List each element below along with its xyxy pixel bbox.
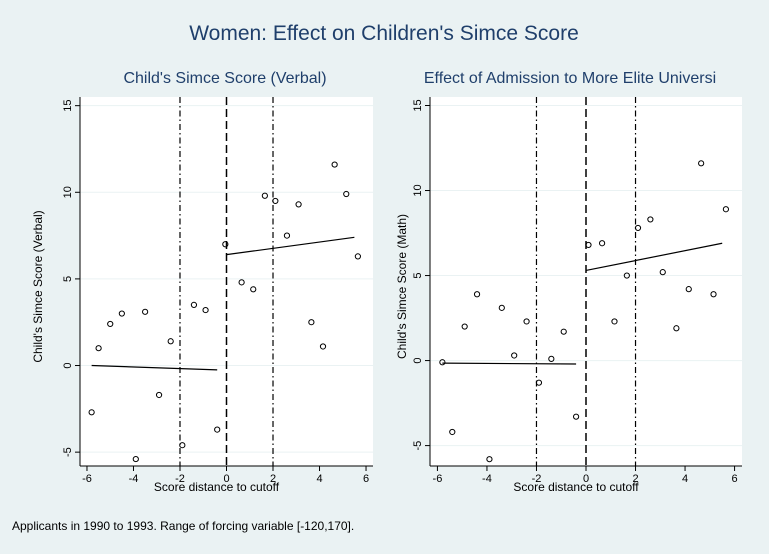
panel-2-data-point <box>698 160 705 167</box>
panel-1-x-tick-label: 6 <box>363 473 369 485</box>
panel-1-marks <box>88 161 361 463</box>
panel-1-data-point <box>142 308 149 315</box>
panel-1-data-point <box>331 161 338 168</box>
panel-1-data-point <box>343 190 350 198</box>
panel-2-x-tick-label: -6 <box>433 473 443 485</box>
panel-1-x-tick-label: 2 <box>270 473 276 485</box>
panel-1-data-point <box>179 442 186 449</box>
panel-1-y-axis-label: Child's Simce Score (Verbal) <box>31 210 45 362</box>
panel-1-data-point <box>214 426 221 433</box>
panel-2-y-tick-label: 5 <box>412 272 424 278</box>
panel-1-x-tick-label: -4 <box>129 473 139 485</box>
panel-1-y-tick-label: 0 <box>62 362 74 368</box>
figure-note: Applicants in 1990 to 1993. Range of for… <box>12 519 354 533</box>
panel-2-data-point <box>498 304 505 311</box>
panel-2-marks <box>439 160 730 463</box>
panel-2-data-point <box>473 291 481 298</box>
panel-1-data-point <box>107 320 114 328</box>
panel-2-data-point <box>722 206 730 213</box>
panel-1-data-point <box>319 343 327 350</box>
panel-2-y-tick-label: 15 <box>412 99 424 111</box>
panel-2-data-point <box>461 323 468 330</box>
panel-2-title: Effect of Admission to More Elite Univer… <box>424 70 716 87</box>
panel-2-y-tick-label: -5 <box>412 441 424 451</box>
panel-2-data-point <box>511 352 518 359</box>
panel-2-x-axis-label: Score distance to cutoff <box>513 480 639 494</box>
panel-1-data-point <box>88 409 95 416</box>
panel-1-data-point <box>354 253 361 260</box>
panel-2-data-point <box>535 379 543 386</box>
panel-1-data-point <box>272 197 279 205</box>
panel-2-data-point <box>623 272 630 279</box>
panel-1-data-point <box>283 232 291 239</box>
panel-2-data-point <box>439 359 446 366</box>
panel-2-x-tick-label: 4 <box>682 473 688 485</box>
panel-2-x-tick-label: 0 <box>583 473 589 485</box>
panel-2-fit-line-2 <box>585 242 723 272</box>
panel-1-data-point <box>132 455 139 463</box>
panel-1-data-point <box>155 391 163 399</box>
panel-1-data-point <box>202 306 209 314</box>
panel-1-data-point <box>118 310 125 317</box>
panel-1-data-point <box>222 241 229 248</box>
panel-1-x-tick-label: 0 <box>223 473 229 485</box>
panel-1-x-tick-label: -2 <box>175 473 185 485</box>
panel-2-data-point <box>647 216 654 223</box>
panel-1-x-tick-label: -6 <box>82 473 92 485</box>
panel-2-data-point <box>548 355 555 362</box>
panel-1-y-tick-label: -5 <box>62 447 74 457</box>
panel-2-data-point <box>685 286 692 293</box>
figure-title: Women: Effect on Children's Simce Score <box>189 22 579 45</box>
panel-1-y-tick-label: 10 <box>62 186 74 198</box>
panel-2-data-point <box>560 328 567 335</box>
panel-1-data-point <box>167 338 174 345</box>
panel-2-data-point <box>710 291 717 298</box>
panel-2-y-axis-label: Child's Simce Score (Math) <box>395 214 409 359</box>
panel-2-data-point <box>598 240 606 247</box>
panel-1-x-tick-label: 4 <box>316 473 322 485</box>
panel-1-data-point <box>95 345 102 352</box>
panel-2-data-point <box>634 224 642 232</box>
panel-2-data-point <box>611 318 618 325</box>
panel-2-x-tick-label: -4 <box>482 473 492 485</box>
panel-1-data-point <box>250 286 257 293</box>
panel-1-y-tick-label: 5 <box>62 276 74 282</box>
panel-2-x-tick-label: 2 <box>632 473 638 485</box>
panel-2-x-tick-label: 6 <box>732 473 738 485</box>
panel-1-x-axis-label: Score distance to cutoff <box>154 480 280 494</box>
panel-1-fit-line-1 <box>91 364 218 371</box>
panel-2-y-tick-label: 10 <box>412 184 424 196</box>
panel-2-data-point <box>572 413 580 420</box>
panel-1-data-point <box>238 279 245 286</box>
panel-2-data-point <box>486 456 493 463</box>
panel-2-y-tick-label: 0 <box>412 358 424 364</box>
panel-2-fit-line-1 <box>442 362 577 365</box>
panel-1-y-tick-label: 15 <box>62 100 74 112</box>
panel-2-data-point <box>673 325 680 332</box>
panel-1-data-point <box>295 201 302 208</box>
panel-1-fit-line-2 <box>226 236 355 256</box>
panel-2-data-point <box>585 241 592 249</box>
panel-1-data-point <box>261 192 268 199</box>
panel-2-data-point <box>659 269 666 276</box>
panel-2-data-point <box>523 318 530 325</box>
panel-1-data-point <box>190 301 198 308</box>
panel-1-data-point <box>308 319 315 326</box>
panel-1-title: Child's Simce Score (Verbal) <box>123 70 326 87</box>
panel-2-data-point <box>449 428 456 436</box>
panel-2-x-tick-label: -2 <box>532 473 542 485</box>
